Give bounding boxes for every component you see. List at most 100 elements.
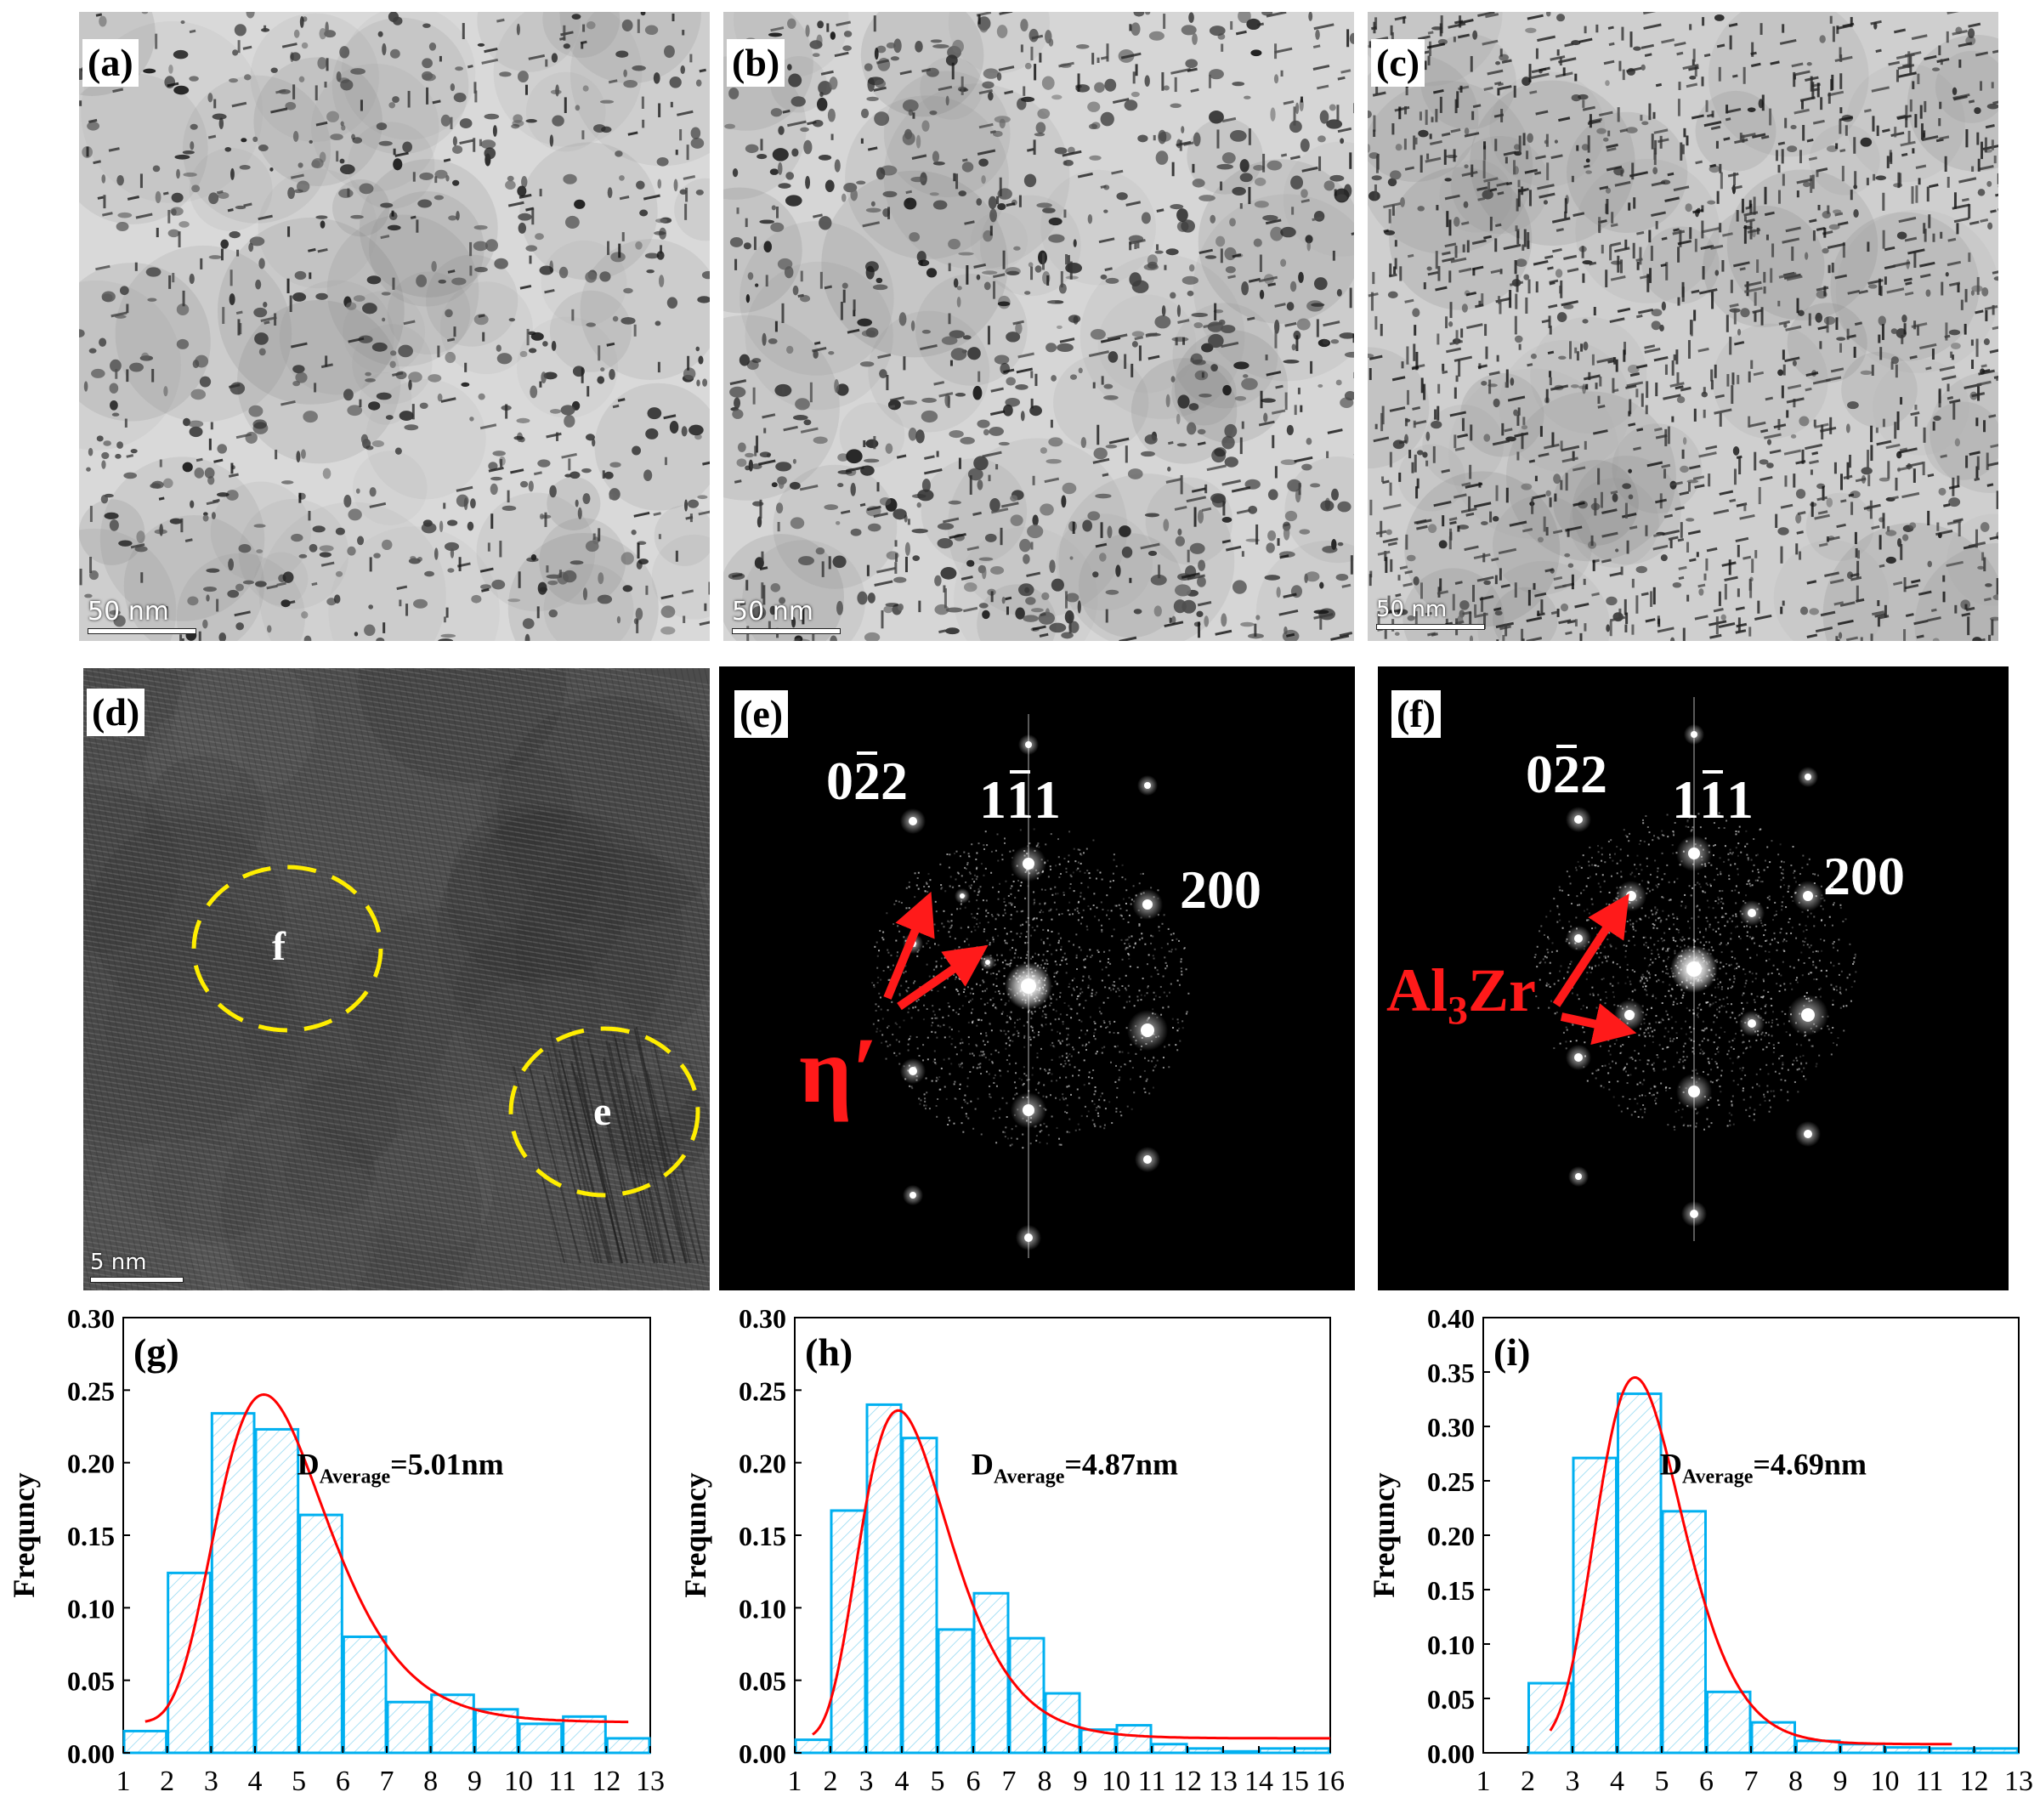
histogram-g: 1 2 3 4 5 6 7 8 9 10 11 12 13 0.00 0.05 0.10 0.15 0.20 0.2…	[0, 1301, 672, 1811]
x-tick-label: 8	[1788, 1766, 1803, 1797]
x-tick-label: 1	[788, 1766, 802, 1797]
x-tick-label: 5	[1655, 1766, 1669, 1797]
phase-al: Al	[1386, 956, 1448, 1024]
y-tick-label: 0.25	[739, 1375, 786, 1406]
scale-bar-c: 50 nm	[1376, 597, 1485, 630]
x-tick-label: 7	[1002, 1766, 1017, 1797]
y-tick-label: 0.10	[67, 1593, 115, 1624]
y-axis-label: Frequncy	[678, 1472, 712, 1597]
x-tick-label: 2	[160, 1766, 174, 1797]
x-tick-label: 10	[1102, 1766, 1130, 1797]
x-tick-label: 11	[1138, 1766, 1166, 1797]
y-tick-label: 0.20	[67, 1449, 115, 1479]
fft-spots	[900, 714, 1168, 1258]
index-022-e-d3: 2	[881, 751, 908, 811]
scale-bar-b: 50 nm	[732, 597, 841, 634]
histogram-bar	[298, 1513, 343, 1755]
x-tick-label: 16	[1316, 1766, 1345, 1797]
histogram-i: 1 2 3 4 5 6 7 8 9 10 11 12 13 0.00 0.05 0.10 0.15 0.20 0.2…	[1360, 1301, 2040, 1811]
region-label-e: e	[593, 1089, 612, 1134]
histogram-bar	[1706, 1690, 1752, 1755]
x-tick-label: 4	[1610, 1766, 1624, 1797]
y-tick-label: 0.35	[1427, 1358, 1475, 1388]
x-tick-label: 8	[1038, 1766, 1052, 1797]
scale-bar-text-a: 50 nm	[88, 597, 169, 627]
histogram-bar	[1258, 1747, 1295, 1755]
panel-label: (i)	[1493, 1330, 1530, 1374]
x-tick-label: 3	[204, 1766, 218, 1797]
y-tick-label: 0.30	[1427, 1412, 1475, 1443]
mottle-layer	[79, 12, 710, 641]
annotation-sub: Average	[994, 1466, 1065, 1488]
histogram-bar	[518, 1722, 564, 1755]
index-022-f-d2: 2	[1553, 744, 1580, 804]
average-annotation: DAverage=4.69nm	[1660, 1447, 1867, 1488]
x-tick-label: 11	[1916, 1766, 1944, 1797]
x-tick-label: 13	[2004, 1766, 2033, 1797]
y-tick-label: 0.10	[1427, 1630, 1475, 1660]
histogram-bar	[1151, 1743, 1188, 1755]
eta-arrow-2	[897, 944, 989, 1011]
histogram-bar	[1294, 1747, 1331, 1755]
histogram-bar	[1661, 1510, 1707, 1755]
x-tick-label: 2	[824, 1766, 838, 1797]
precipitate-layer	[724, 12, 1354, 641]
x-tick-label: 7	[1744, 1766, 1759, 1797]
y-tick-label: 0.20	[1427, 1521, 1475, 1551]
histogram-g-svg: 1 2 3 4 5 6 7 8 9 10 11 12 130.000.050.100.150.200.2…	[7, 1303, 665, 1797]
histogram-bar	[167, 1571, 212, 1755]
y-tick-label: 0.05	[67, 1666, 115, 1697]
histogram-bar	[1115, 1724, 1153, 1755]
histogram-bar	[605, 1737, 651, 1755]
y-tick-label: 0.15	[1427, 1575, 1475, 1606]
region-label-f: f	[272, 924, 286, 969]
tem-panel-a: (a) 50 nm	[79, 12, 710, 641]
x-tick-label: 10	[504, 1766, 533, 1797]
index-111-f-d2: 1	[1699, 769, 1726, 830]
x-tick-label: 14	[1244, 1766, 1273, 1797]
x-tick-label: 9	[1833, 1766, 1848, 1797]
x-tick-label: 11	[548, 1766, 576, 1797]
histogram-bar	[1187, 1747, 1224, 1755]
histogram-bar	[210, 1412, 256, 1755]
x-tick-label: 4	[248, 1766, 263, 1797]
annotation-main: D	[298, 1447, 320, 1481]
histogram-bar	[1008, 1636, 1046, 1755]
y-tick-label: 0.05	[1427, 1684, 1475, 1715]
panel-label-d: (d)	[87, 689, 145, 736]
panel-label: (g)	[133, 1330, 179, 1374]
fft-spots	[1566, 697, 1828, 1241]
tem-micrograph-c	[1368, 12, 1998, 641]
histogram-bar	[342, 1635, 388, 1755]
fft-panel-e: (e) 022 111 200 η′	[719, 666, 1355, 1290]
scale-bar-d: 5 nm	[90, 1250, 184, 1283]
phase-label-eta: η′	[799, 1018, 879, 1122]
phase-zr: Zr	[1468, 956, 1536, 1024]
y-tick-label: 0.15	[739, 1521, 786, 1551]
tem-micrograph-a	[79, 12, 710, 641]
index-022-e-d2: 2	[853, 751, 881, 811]
region-circles	[191, 865, 700, 1198]
fit-curve	[812, 1409, 1330, 1740]
histogram-bar	[430, 1693, 475, 1755]
x-tick-label: 10	[1871, 1766, 1900, 1797]
histogram-bar	[1222, 1749, 1260, 1755]
x-tick-label: 1	[1476, 1766, 1491, 1797]
index-111-f-d3: 1	[1726, 769, 1754, 830]
histogram-bar	[1974, 1747, 2020, 1755]
scale-bar-line-b	[732, 628, 841, 634]
micrograph-bg	[79, 12, 710, 641]
al3zr-arrow-1	[1552, 893, 1629, 1007]
fft-panel-f: (f) 022 111 200 Al3Zr	[1378, 666, 2009, 1290]
x-tick-label: 3	[859, 1766, 874, 1797]
x-tick-label: 3	[1566, 1766, 1580, 1797]
al3zr-arrows	[1552, 893, 1637, 1046]
histogram-h: 1 2 3 4 5 6 7 8 9 10 11 12 13 14 15 16 0.00 0.05 0.10 0.15 0…	[672, 1301, 1352, 1811]
histogram-bar	[830, 1509, 867, 1755]
x-tick-label: 12	[1960, 1766, 1989, 1797]
x-tick-label: 12	[1173, 1766, 1202, 1797]
histogram-bar	[901, 1437, 938, 1755]
histogram-bar	[1044, 1692, 1081, 1755]
histogram-bar	[794, 1738, 831, 1755]
scale-bar-text-d: 5 nm	[90, 1250, 147, 1275]
